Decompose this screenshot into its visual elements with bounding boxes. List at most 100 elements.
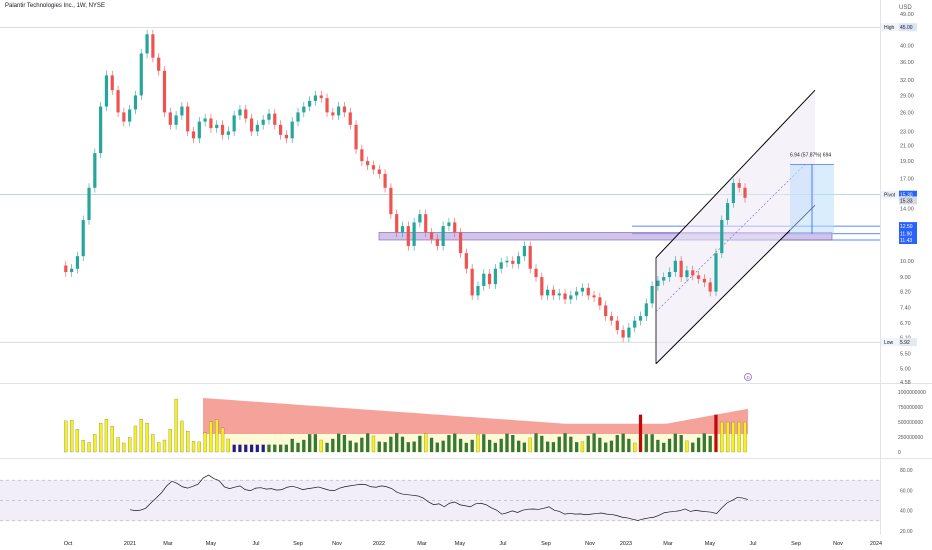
candle-body	[278, 124, 283, 135]
price-tick-label: 14.00	[900, 207, 914, 213]
candle-body	[702, 278, 706, 283]
candle-body	[244, 109, 248, 119]
volume-bar	[551, 442, 556, 453]
volume-bar	[667, 438, 672, 453]
volume-bar	[470, 439, 474, 453]
candle-body	[586, 287, 590, 296]
candle-body	[249, 118, 254, 132]
event-marker-label: D	[747, 375, 751, 380]
channel-lower-line[interactable]	[655, 204, 816, 365]
price-label-box	[899, 196, 917, 205]
candle-body	[302, 106, 306, 113]
time-tick-label: Sep	[293, 541, 303, 547]
volume-bar	[168, 429, 172, 453]
volume-bar	[406, 442, 410, 453]
volume-bar	[296, 442, 300, 453]
volume-bar	[633, 442, 637, 453]
candle-body	[691, 270, 695, 276]
candle-body	[203, 118, 207, 122]
volume-bar	[656, 439, 660, 453]
time-tick-label: May	[455, 541, 466, 547]
candle-body	[563, 293, 567, 300]
rsi-panel[interactable]	[0, 474, 880, 522]
candle-body	[667, 272, 672, 278]
volume-bar	[737, 421, 741, 453]
candle-body	[104, 75, 109, 107]
volume-bars	[64, 398, 747, 453]
price-tick-label: 26.00	[900, 110, 914, 116]
volume-bar	[743, 421, 747, 453]
volume-bar	[377, 441, 381, 453]
candle-body	[464, 253, 468, 269]
candle-body	[714, 253, 718, 292]
candle-body	[93, 153, 97, 188]
candle-body	[621, 330, 625, 338]
candle-body	[609, 316, 614, 321]
event-marker-circle[interactable]	[744, 373, 752, 381]
candle-body	[424, 214, 428, 233]
price-label-name: High	[884, 25, 895, 31]
time-axis[interactable]: Oct 2021 Mar May Jul Sep Nov 2022 Mar May Jul Sep No…	[64, 541, 882, 547]
candle-body	[325, 98, 329, 113]
price-label-tag: 11.43	[899, 236, 917, 245]
candle-body	[238, 109, 242, 116]
rsi-tick-label: 80.00	[900, 468, 913, 474]
price-label-box	[899, 236, 917, 245]
candle-body	[517, 256, 521, 264]
price-label-value: 5.92	[900, 340, 910, 346]
volume-bar	[650, 434, 654, 453]
candle-body	[627, 327, 631, 338]
candle-body	[331, 112, 335, 116]
volume-bar	[337, 433, 341, 453]
volume-bar	[429, 437, 434, 453]
candle-body	[592, 295, 596, 298]
candle-body	[197, 121, 201, 139]
volume-bar	[592, 433, 596, 453]
volume-bar	[232, 444, 236, 453]
volume-bar	[215, 419, 219, 453]
volume-bar	[366, 433, 370, 453]
volume-bar	[563, 433, 567, 453]
candle-body	[418, 214, 422, 223]
candle-body	[99, 106, 103, 154]
forecast-label: 6.94 (57.87%) 694	[790, 152, 831, 158]
candle-body	[598, 297, 602, 306]
volume-bar	[604, 442, 608, 453]
candle-body	[371, 165, 376, 170]
candle-body	[383, 173, 387, 188]
volume-bar	[325, 442, 329, 453]
candle-body	[191, 131, 196, 139]
candle-body	[546, 289, 550, 296]
time-tick-label: Mar	[663, 541, 673, 547]
volume-bar	[331, 438, 335, 453]
volume-bar	[418, 435, 422, 453]
candle-body	[412, 222, 416, 246]
candle-body	[348, 112, 352, 125]
price-label-box	[899, 229, 917, 238]
time-tick-label: 2023	[620, 541, 632, 547]
volume-bar	[139, 419, 143, 453]
volume-panel[interactable]	[64, 398, 748, 453]
volume-bar	[424, 433, 428, 453]
time-tick-label: Nov	[585, 541, 595, 547]
time-tick-label: Mar	[417, 541, 427, 547]
rsi-tick-label: 20.00	[900, 529, 913, 535]
candle-body	[366, 161, 370, 166]
candle-body	[64, 265, 68, 273]
candle-body	[226, 131, 230, 135]
price-panel[interactable]: 6.94 (57.87%) 694 D	[0, 26, 880, 381]
volume-bar	[93, 434, 97, 453]
candle-body	[731, 183, 735, 204]
channel-upper-line[interactable]	[655, 89, 816, 259]
support-zone[interactable]	[378, 232, 833, 241]
price-axis[interactable]: 49.00 45.00 40.00 36.00 32.00 29.00 26.00 23.00…	[881, 12, 926, 535]
volume-bar	[615, 434, 619, 453]
volume-bar	[371, 435, 376, 453]
volume-bar	[662, 442, 666, 453]
candle-body	[87, 187, 91, 221]
volume-bar	[191, 441, 196, 453]
volume-band	[203, 398, 748, 434]
volume-bar	[99, 423, 103, 453]
volume-bar	[145, 423, 149, 453]
